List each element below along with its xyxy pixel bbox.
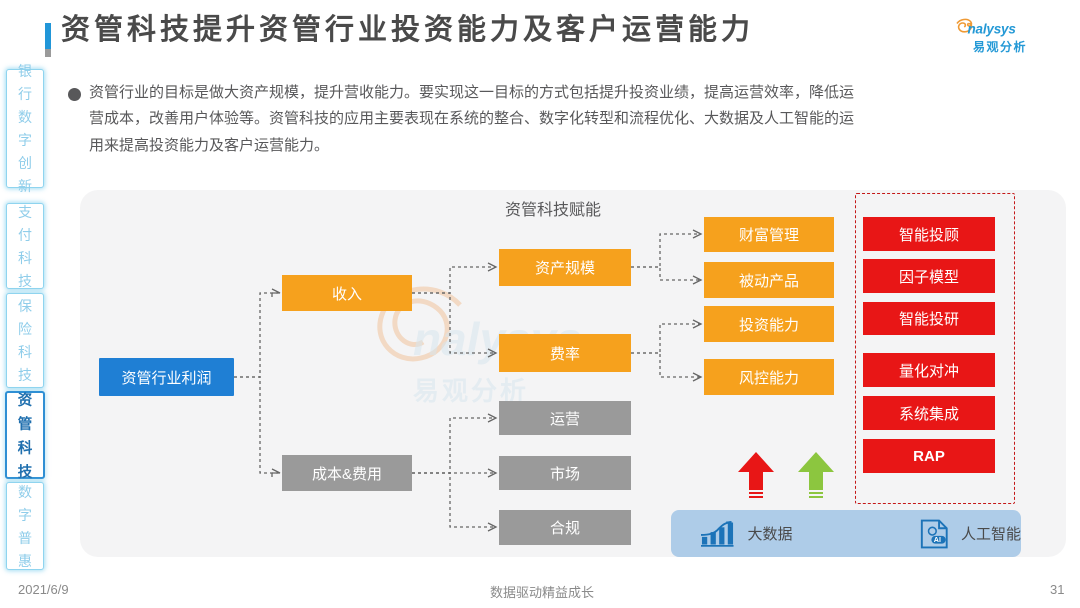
svg-text:nalysys: nalysys [968, 22, 1017, 37]
svg-text:AI: AI [934, 536, 941, 544]
